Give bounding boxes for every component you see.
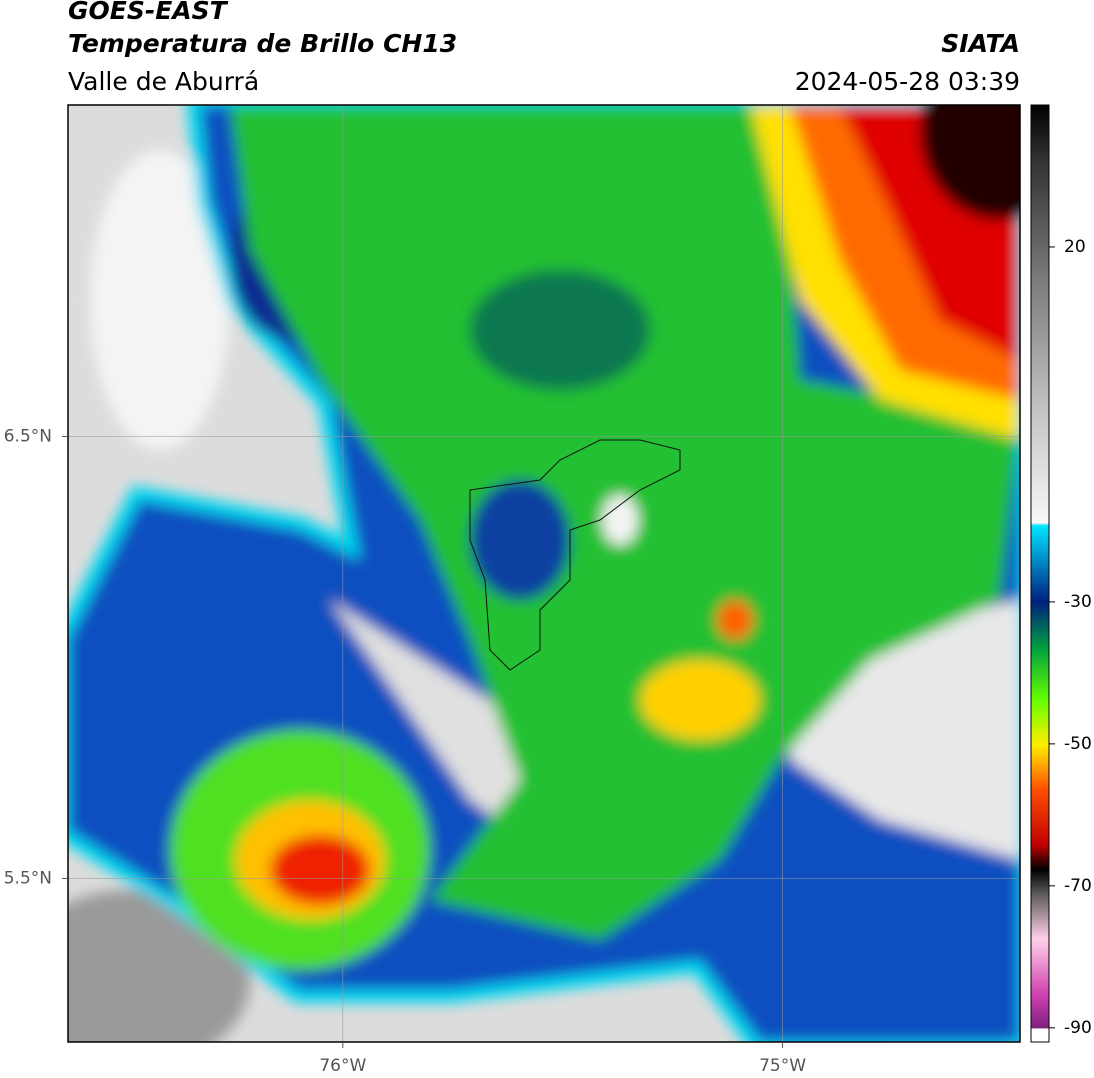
grid (68, 105, 1020, 1042)
region: Valle de Aburrá (68, 67, 259, 96)
title: GOES-EAST (68, 0, 229, 25)
colorbar-tick-label: -30 (1064, 592, 1092, 612)
y-tick-label: 5.5°N (4, 868, 52, 888)
colorbar-tick-label: -50 (1064, 734, 1092, 754)
source: SIATA (941, 29, 1020, 58)
colorbar-tick-label: -70 (1064, 876, 1092, 896)
x-tick-label: 75°W (759, 1056, 806, 1076)
colorbar-tick-label: -90 (1064, 1018, 1092, 1038)
satellite-imagery (68, 105, 1020, 1042)
timestamp: 2024-05-28 03:39 (795, 67, 1020, 96)
x-tick-label: 76°W (319, 1056, 366, 1076)
map-frame (67, 104, 1021, 1043)
subtitle: Temperatura de Brillo CH13 (68, 29, 457, 58)
colorbar-tick-label: 20 (1064, 237, 1086, 257)
colorbar (1030, 104, 1050, 1043)
y-tick-label: 6.5°N (4, 426, 52, 446)
